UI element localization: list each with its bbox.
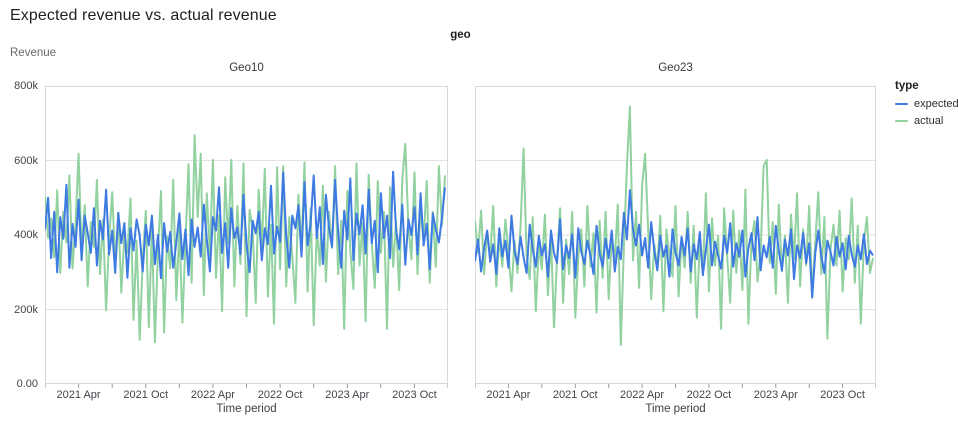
x-tick-label: 2022 Oct [686, 389, 732, 401]
x-tick-label: 2023 Oct [820, 389, 865, 401]
x-tick-label: 2021 Apr [56, 389, 101, 401]
legend-item-label: expected [914, 98, 958, 110]
x-axis-title: Time period [645, 403, 706, 415]
legend: type expected actual [895, 80, 958, 132]
actual-line-swatch [895, 119, 908, 123]
x-tick-label: 2022 Apr [620, 389, 665, 401]
x-tick-label: 2022 Oct [257, 389, 303, 401]
x-tick-label: 2022 Apr [190, 389, 235, 401]
geo10-panel-plot [45, 86, 448, 388]
legend-item-expected: expected [895, 98, 958, 110]
Geo23-expected-line [475, 189, 874, 299]
x-tick-label: 2023 Apr [325, 389, 370, 401]
legend-item-label: actual [914, 115, 944, 127]
x-tick-label: 2023 Oct [392, 389, 437, 401]
geo23-panel-plot [475, 86, 876, 388]
panel-title-geo10: Geo10 [229, 62, 264, 74]
x-tick-label: 2021 Apr [486, 389, 531, 401]
legend-title: type [895, 80, 919, 92]
panel-title-geo23: Geo23 [658, 62, 693, 74]
facet-header-geo: geo [450, 29, 471, 41]
y-tick-label: 400k [14, 229, 38, 241]
Geo10-actual-line [45, 134, 446, 344]
y-tick-label: 200k [14, 303, 38, 316]
y-axis-title: Revenue [10, 47, 57, 59]
x-axis-title: Time period [216, 403, 277, 415]
y-tick-label: 600k [14, 154, 38, 167]
x-tick-label: 2021 Oct [552, 389, 598, 401]
x-tick-label: 2021 Oct [123, 389, 169, 401]
y-tick-label: 800k [14, 80, 38, 92]
y-tick-label: 0.00 [16, 378, 38, 390]
legend-item-actual: actual [895, 115, 958, 127]
Geo10-expected-line [45, 170, 446, 280]
x-tick-label: 2023 Apr [753, 389, 798, 401]
chart-title: Expected revenue vs. actual revenue [10, 7, 277, 24]
expected-line-swatch [895, 102, 908, 106]
